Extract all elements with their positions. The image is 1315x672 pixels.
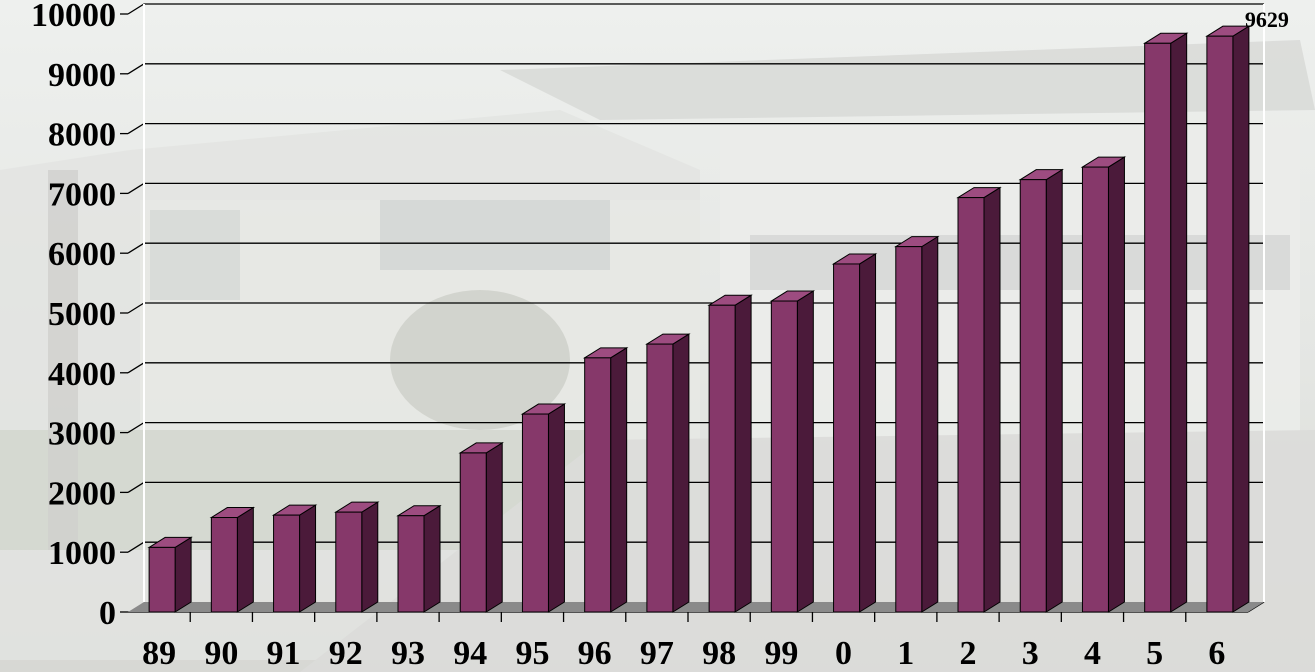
x-tick-label: 98: [702, 635, 736, 672]
x-tick-label: 95: [515, 635, 549, 672]
x-tick-label: 89: [142, 635, 176, 672]
bar-front: [833, 263, 861, 613]
y-tick-label: 9000: [48, 57, 116, 94]
bar-94: [458, 442, 504, 613]
bar-side: [1170, 32, 1188, 613]
bar-side: [299, 504, 317, 613]
x-tick-label: 99: [764, 635, 798, 672]
x-tick-label: 92: [329, 635, 363, 672]
bar-4: [1080, 156, 1127, 613]
x-tick-label: 6: [1208, 635, 1225, 672]
bar-1: [894, 235, 940, 613]
y-axis-tick-labels: 0 1000 2000 3000 4000 5000 6000 7000 8000 9000 100…: [31, 0, 128, 632]
bar-91: [271, 504, 318, 613]
bar-92: [334, 501, 380, 613]
x-tick-label: 94: [453, 635, 487, 672]
x-tick-label: 91: [267, 635, 301, 672]
y-tick-label: 6000: [48, 236, 116, 273]
y-tick-label: 7000: [48, 176, 116, 213]
bar-side: [734, 294, 752, 613]
x-tick-label: 90: [204, 635, 238, 672]
bar-98: [707, 294, 753, 613]
bar-89: [147, 536, 193, 613]
x-tick-label: 93: [391, 635, 425, 672]
bar-front: [521, 413, 549, 613]
x-tick-label: 0: [835, 635, 852, 672]
data-label: 9629: [1245, 7, 1289, 32]
bars: [147, 25, 1251, 613]
y-tick-label: 0: [99, 595, 116, 632]
y-tick-label: 5000: [48, 296, 116, 333]
bar-front: [895, 246, 923, 613]
x-tick-label: 2: [960, 635, 977, 672]
bar-front: [1019, 179, 1047, 613]
bar-99: [769, 290, 816, 613]
x-axis-tick-labels: 89 90 91 92 93 94 95 96 97 98 99 0 1 2 3 4 5 6: [142, 612, 1225, 672]
y-tick-label: 10000: [31, 0, 116, 34]
bar-97: [645, 333, 691, 613]
x-tick-label: 5: [1146, 635, 1163, 672]
bar-2: [956, 186, 1002, 613]
bar-front: [1144, 42, 1172, 613]
bar-front: [148, 546, 176, 613]
bar-side: [796, 290, 814, 613]
bar-front: [584, 357, 612, 613]
bar-side: [423, 504, 441, 613]
bar-front: [273, 514, 301, 613]
bar-side: [361, 501, 379, 613]
bar-front: [1206, 35, 1234, 613]
bar-side: [1232, 25, 1250, 613]
bar-side: [547, 403, 565, 613]
y-tick-label: 3000: [48, 416, 116, 453]
bar-side: [983, 186, 1001, 613]
bar-front: [1081, 166, 1109, 613]
bar-front: [210, 517, 238, 613]
bar-93: [396, 504, 442, 613]
bar-front: [335, 511, 363, 613]
bar-side: [485, 442, 503, 613]
bar-0: [831, 253, 878, 613]
x-tick-label: 4: [1084, 635, 1101, 672]
y-tick-label: 8000: [48, 117, 116, 154]
bar-95: [520, 403, 567, 613]
bar-front: [957, 197, 985, 613]
bar-side: [174, 536, 192, 613]
bar-side: [236, 506, 254, 613]
bar-front: [459, 452, 487, 613]
bar-front: [397, 515, 425, 613]
y-tick-label: 1000: [48, 535, 116, 572]
bar-front: [770, 300, 798, 613]
y-tick-label: 2000: [48, 475, 116, 512]
bar-side: [610, 346, 628, 613]
y-tick-label: 4000: [48, 356, 116, 393]
bar-front: [708, 304, 736, 613]
bar-5: [1142, 32, 1189, 613]
bar-96: [582, 346, 629, 613]
bar-side: [1107, 156, 1125, 613]
x-tick-label: 97: [640, 635, 674, 672]
bar-side: [859, 253, 877, 613]
bar-front: [646, 343, 674, 613]
x-tick-label: 96: [578, 635, 612, 672]
bar-side: [1045, 168, 1063, 613]
x-tick-label: 3: [1022, 635, 1039, 672]
data-labels: 9629: [1245, 7, 1289, 32]
bar-side: [672, 333, 690, 613]
bar-3: [1018, 168, 1064, 613]
bar-6: [1205, 25, 1251, 613]
bar-90: [209, 506, 256, 613]
x-tick-label: 1: [897, 635, 914, 672]
bar-side: [921, 235, 939, 613]
